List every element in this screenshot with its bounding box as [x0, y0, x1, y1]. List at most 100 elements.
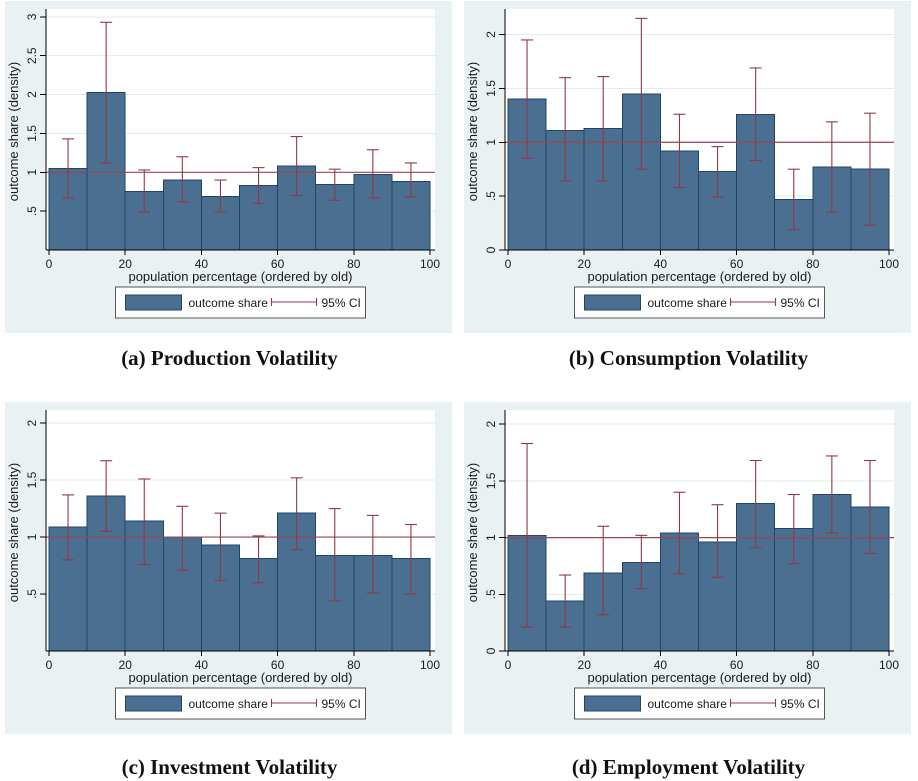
cell-panel-b: 0 .5 1 1.5 2 0 20 40 60 80 100 outcome share (densi…: [459, 0, 918, 390]
svg-text:3: 3: [25, 13, 39, 20]
y-axis-title: outcome share (density): [465, 463, 480, 602]
chart-panel-d: 0.5 1 1.5 2 0 20 40 60 80 100 outcome share (densi…: [464, 402, 911, 734]
legend-label-outcome-share: outcome share: [648, 697, 728, 711]
x-axis-title: population percentage (ordered by old): [587, 670, 811, 685]
legend: outcome share 95% CI: [574, 687, 825, 720]
x-axis-ticks: 0 20 40 60 80 100: [505, 651, 899, 672]
y-axis-ticks: .5 1 1.5 2: [25, 419, 46, 599]
svg-text:1: 1: [484, 534, 498, 541]
svg-text:2: 2: [484, 421, 498, 428]
svg-text:0: 0: [505, 257, 512, 271]
svg-text:0: 0: [46, 658, 53, 672]
ci-whiskers: [62, 460, 417, 602]
histogram-svg-b: 0 .5 1 1.5 2 0 20 40 60 80 100 outcome share (densi…: [464, 1, 911, 333]
x-axis-title: population percentage (ordered by old): [128, 670, 352, 685]
x-axis-ticks: 0 20 40 60 80 100: [505, 250, 899, 271]
svg-text:1.5: 1.5: [484, 80, 498, 97]
svg-text:20: 20: [119, 257, 133, 271]
svg-text:2: 2: [484, 31, 498, 38]
caption-panel-d: (d) Employment Volatility: [571, 755, 806, 779]
svg-text:80: 80: [806, 257, 820, 271]
caption-panel-a: (a) Production Volatility: [121, 346, 338, 370]
y-axis-title: outcome share (density): [6, 463, 21, 602]
svg-text:60: 60: [271, 658, 285, 672]
y-axis-title: outcome share (density): [465, 62, 480, 201]
svg-text:.5: .5: [25, 589, 39, 599]
svg-text:0: 0: [46, 257, 53, 271]
legend: outcome share 95% CI: [574, 286, 825, 319]
svg-text:1.5: 1.5: [25, 471, 39, 488]
ci-whiskers: [62, 21, 417, 213]
legend-label-outcome-share: outcome share: [189, 296, 269, 310]
legend-label-outcome-share: outcome share: [648, 296, 728, 310]
svg-text:0: 0: [484, 647, 498, 654]
legend-ci-glyph: [729, 699, 777, 707]
legend-label-ci: 95% CI: [781, 296, 820, 310]
svg-text:100: 100: [879, 257, 899, 271]
svg-text:.5: .5: [484, 191, 498, 201]
y-axis-ticks: .5 1 1.5 2 2.5 3: [25, 13, 46, 216]
legend-swatch-outcome-share: [125, 294, 182, 311]
bars-group: [507, 494, 890, 652]
chart-panel-c: .5 1 1.5 2 0 20 40 60 80 100 outcome share (densit…: [5, 402, 452, 734]
legend-swatch-outcome-share: [125, 695, 182, 712]
svg-text:2.5: 2.5: [25, 47, 39, 64]
row-top: .5 1 1.5 2 2.5 3 0 20 40 60 80 100 outcome share (de…: [0, 0, 918, 390]
cell-panel-a: .5 1 1.5 2 2.5 3 0 20 40 60 80 100 outcome share (de…: [0, 0, 459, 390]
svg-text:20: 20: [119, 658, 133, 672]
svg-text:60: 60: [271, 257, 285, 271]
legend-label-ci: 95% CI: [322, 697, 361, 711]
y-axis-title: outcome share (density): [6, 62, 21, 201]
ci-whiskers: [521, 442, 876, 628]
y-axis-ticks: 0 .5 1 1.5 2: [484, 31, 505, 253]
legend-label-ci: 95% CI: [781, 697, 820, 711]
x-axis-title: population percentage (ordered by old): [128, 269, 352, 284]
legend: outcome share 95% CI: [115, 687, 366, 720]
svg-text:20: 20: [578, 257, 592, 271]
legend-swatch-outcome-share: [584, 294, 641, 311]
legend-ci-glyph: [270, 298, 318, 306]
svg-text:.5: .5: [25, 206, 39, 216]
row-bottom: .5 1 1.5 2 0 20 40 60 80 100 outcome share (densit…: [0, 390, 918, 781]
svg-text:80: 80: [806, 658, 820, 672]
svg-text:1: 1: [25, 169, 39, 176]
cell-panel-d: 0.5 1 1.5 2 0 20 40 60 80 100 outcome share (densi…: [459, 390, 918, 781]
cell-panel-c: .5 1 1.5 2 0 20 40 60 80 100 outcome share (densit…: [0, 390, 459, 781]
y-axis-ticks: 0 .5 1 1.5 2: [484, 421, 505, 654]
svg-text:1.5: 1.5: [25, 125, 39, 142]
svg-text:1.5: 1.5: [484, 472, 498, 489]
chart-panel-a: .5 1 1.5 2 2.5 3 0 20 40 60 80 100 outcome share (de…: [5, 1, 452, 333]
chart-panel-b: 0 .5 1 1.5 2 0 20 40 60 80 100 outcome share (densi…: [464, 1, 911, 333]
svg-text:100: 100: [879, 658, 899, 672]
legend-label-ci: 95% CI: [322, 296, 361, 310]
svg-text:60: 60: [730, 658, 744, 672]
svg-text:40: 40: [195, 257, 209, 271]
svg-text:80: 80: [347, 658, 361, 672]
legend-ci-glyph: [270, 699, 318, 707]
svg-text:80: 80: [347, 257, 361, 271]
axes: [504, 9, 894, 251]
svg-text:60: 60: [730, 257, 744, 271]
histogram-svg-a: .5 1 1.5 2 2.5 3 0 20 40 60 80 100 outcome share (de…: [5, 1, 452, 333]
legend-ci-glyph: [729, 298, 777, 306]
svg-text:0: 0: [505, 658, 512, 672]
legend: outcome share 95% CI: [115, 286, 366, 319]
axes: [45, 410, 435, 652]
svg-text:20: 20: [578, 658, 592, 672]
caption-panel-b: (b) Consumption Volatility: [568, 346, 809, 370]
svg-text:100: 100: [420, 658, 440, 672]
axes: [45, 9, 435, 251]
axes: [504, 410, 894, 652]
svg-text:1: 1: [25, 533, 39, 540]
caption-panel-c: (c) Investment Volatility: [121, 755, 338, 779]
svg-text:2: 2: [25, 419, 39, 426]
svg-text:40: 40: [654, 658, 668, 672]
svg-text:40: 40: [195, 658, 209, 672]
svg-text:100: 100: [420, 257, 440, 271]
svg-text:1: 1: [484, 139, 498, 146]
x-axis-ticks: 0 20 40 60 80 100: [46, 250, 440, 271]
x-axis-title: population percentage (ordered by old): [587, 269, 811, 284]
svg-text:40: 40: [654, 257, 668, 271]
